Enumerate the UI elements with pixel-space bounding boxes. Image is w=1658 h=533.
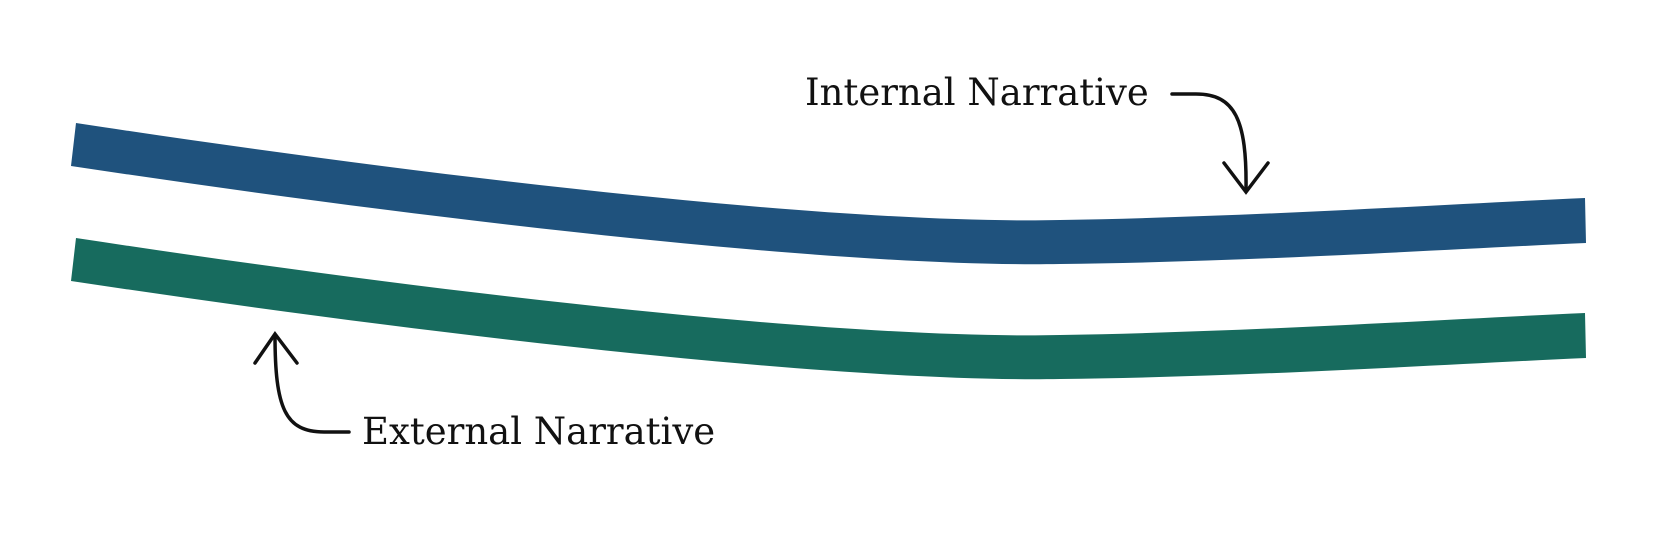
internal-narrative-arrow-icon xyxy=(1170,92,1270,195)
external-narrative-label: External Narrative xyxy=(362,410,715,453)
external-narrative-arrow-icon xyxy=(253,331,351,434)
internal-narrative-band xyxy=(71,123,1586,265)
internal-narrative-label: Internal Narrative xyxy=(805,71,1149,114)
external-narrative-band xyxy=(71,238,1586,380)
